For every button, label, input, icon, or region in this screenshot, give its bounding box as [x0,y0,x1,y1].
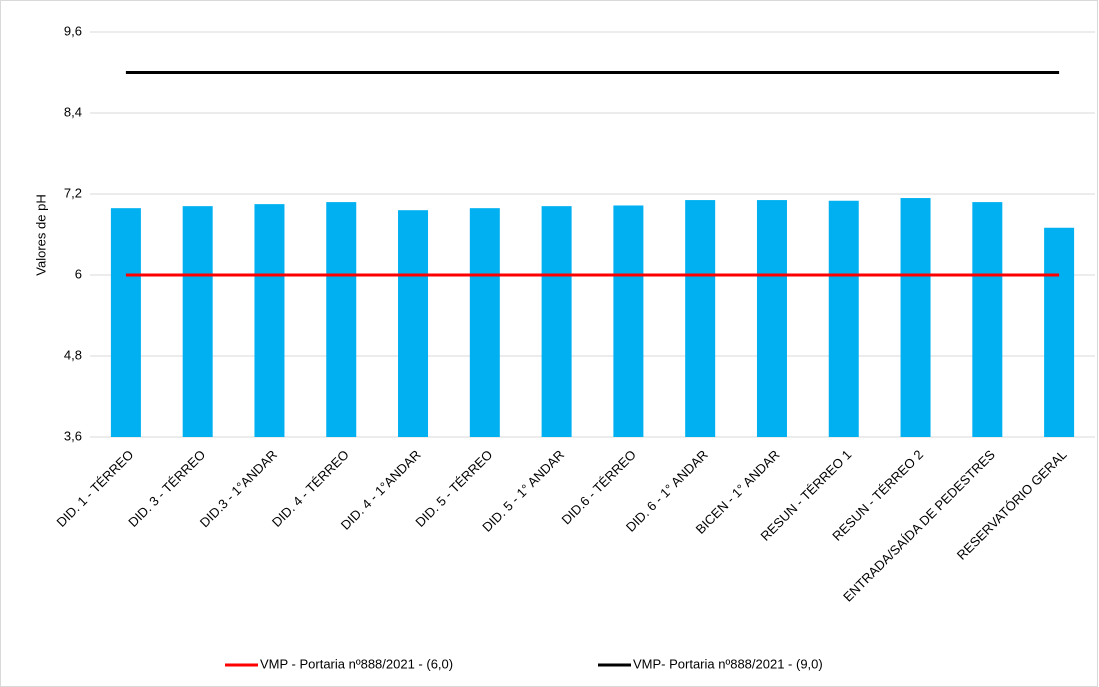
y-tick-label: 3,6 [64,428,82,443]
bar [1044,227,1075,437]
bar [900,198,931,437]
bar [182,206,213,437]
legend-label: VMP - Portaria nº888/2021 - (6,0) [260,656,453,671]
y-tick-label: 4,8 [64,347,82,362]
bar [398,210,429,437]
legend-label: VMP- Portaria nº888/2021 - (9,0) [633,656,823,671]
bar [613,205,644,437]
y-tick-label: 7,2 [64,185,82,200]
bar [685,200,716,437]
bar [972,202,1003,437]
y-tick-label: 9,6 [64,23,82,38]
bar [541,206,572,437]
y-axis-label: Valores de pH [33,194,48,275]
y-tick-label: 6 [75,266,82,281]
y-tick-label: 8,4 [64,104,82,119]
bar [110,208,141,437]
bar [469,208,500,437]
bar [828,200,859,437]
bar [254,204,285,437]
bar [326,202,357,437]
bar [756,200,787,437]
